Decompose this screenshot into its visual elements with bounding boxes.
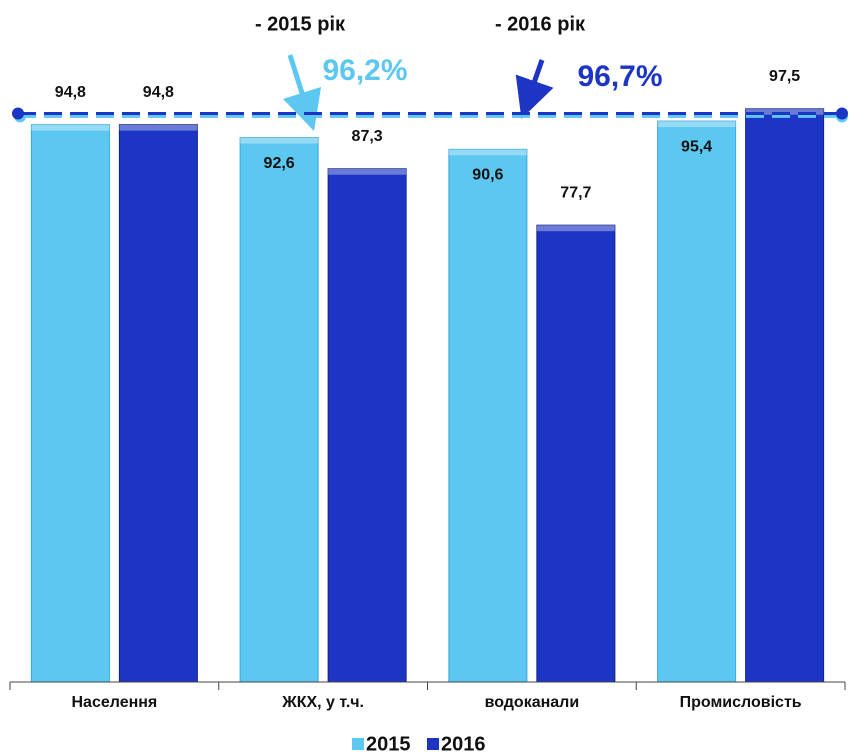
bar bbox=[448, 148, 528, 683]
bar bbox=[118, 124, 198, 683]
x-tick-label: водоканали bbox=[485, 694, 580, 711]
reference-name: - 2015 рік bbox=[255, 13, 346, 35]
reference-dot bbox=[12, 107, 24, 120]
reference-label: 96,2% bbox=[322, 54, 407, 87]
bar bbox=[536, 224, 616, 683]
bar-highlight bbox=[31, 124, 110, 131]
value-label: 94,8 bbox=[55, 84, 86, 101]
value-label: 77,7 bbox=[560, 184, 591, 201]
reference-name: - 2016 рік bbox=[495, 13, 586, 35]
bar-highlight bbox=[657, 121, 736, 128]
x-tick-label: ЖКХ, у т.ч. bbox=[281, 694, 364, 711]
value-label: 94,8 bbox=[143, 84, 174, 101]
value-label: 97,5 bbox=[769, 68, 800, 85]
bar bbox=[30, 124, 110, 683]
reference-label: 96,7% bbox=[577, 60, 662, 93]
legend-label: 2015 bbox=[366, 733, 411, 755]
legend-label: 2016 bbox=[441, 733, 486, 755]
bar-highlight bbox=[328, 168, 407, 175]
bar-highlight bbox=[240, 137, 319, 144]
bar-highlight bbox=[119, 124, 198, 131]
bar-highlight bbox=[536, 225, 615, 232]
reference-dot bbox=[836, 107, 848, 120]
x-tick-label: Промисловість bbox=[680, 694, 802, 711]
value-label: 87,3 bbox=[352, 128, 383, 145]
arrow bbox=[282, 54, 322, 132]
arrow bbox=[515, 59, 554, 119]
bar bbox=[239, 137, 319, 683]
bar-highlight bbox=[745, 108, 824, 115]
legend-swatch bbox=[352, 738, 364, 750]
bar bbox=[657, 120, 737, 683]
value-label: 95,4 bbox=[681, 138, 712, 155]
x-tick-label: Населення bbox=[71, 694, 157, 711]
bar bbox=[745, 108, 825, 683]
legend-swatch bbox=[427, 738, 439, 750]
value-label: 90,6 bbox=[472, 167, 503, 184]
bar bbox=[327, 168, 407, 683]
bar-highlight bbox=[448, 149, 527, 156]
value-label: 92,6 bbox=[264, 155, 295, 172]
